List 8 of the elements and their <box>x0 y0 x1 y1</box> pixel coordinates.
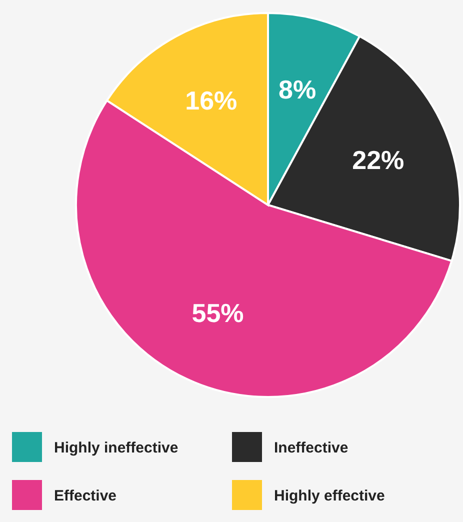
data-label: 16% <box>185 86 238 116</box>
data-label: 55% <box>192 298 244 328</box>
legend-label: Ineffective <box>274 439 348 456</box>
legend-label: Effective <box>54 487 117 504</box>
legend-label: Highly ineffective <box>54 439 178 456</box>
legend-label: Highly effective <box>274 487 385 504</box>
data-label: 22% <box>352 144 404 175</box>
data-label: 8% <box>278 74 316 105</box>
